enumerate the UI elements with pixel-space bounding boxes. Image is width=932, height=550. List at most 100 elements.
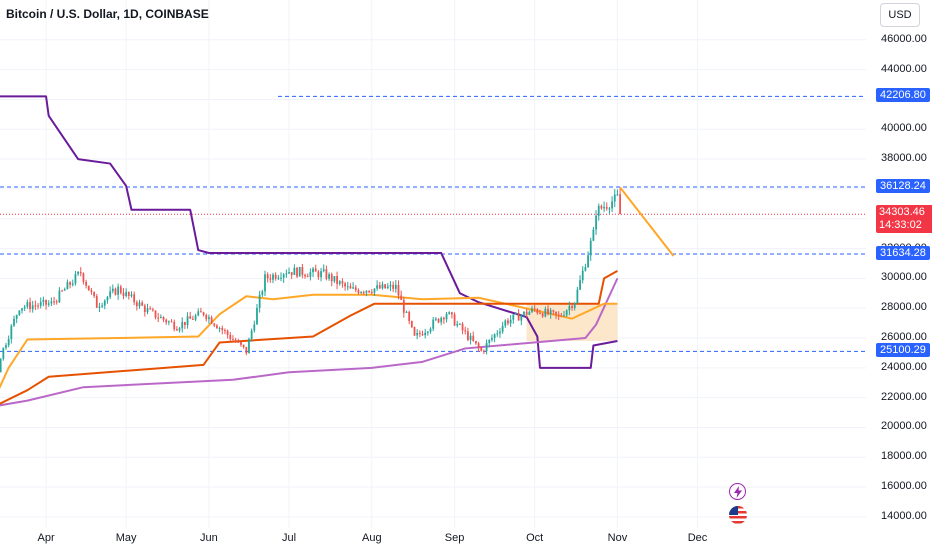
candle-body (365, 290, 368, 293)
candle-body (192, 318, 194, 320)
candle-body (240, 341, 242, 345)
candle-body (480, 347, 483, 351)
candle-body (421, 334, 424, 336)
candle-body (381, 284, 384, 289)
candle-body (523, 311, 525, 316)
y-tick-label: 20000.00 (881, 420, 927, 433)
x-tick-label: Jul (282, 532, 296, 544)
candle-body (450, 312, 453, 315)
candle-body (103, 300, 106, 306)
candle-body (400, 295, 403, 300)
candle-body (34, 305, 37, 307)
candle-body (547, 308, 549, 315)
candle-body (517, 312, 520, 321)
candle-body (595, 215, 597, 230)
candle-body (386, 286, 389, 289)
y-tick-label: 44000.00 (881, 62, 927, 75)
projection-line (619, 186, 675, 257)
candle-body (362, 292, 365, 294)
candle-body (515, 312, 517, 315)
candle-body (402, 299, 405, 313)
candle-body (501, 325, 504, 332)
candle-body (21, 308, 23, 311)
candle-body (146, 308, 149, 312)
currency-button[interactable]: USD (880, 3, 920, 27)
candle-body (589, 240, 592, 256)
candle-body (208, 317, 210, 320)
candle-body (285, 273, 288, 275)
candle-body (320, 271, 322, 278)
candle-body (15, 314, 18, 319)
candle-body (197, 311, 200, 316)
candle-body (456, 323, 459, 326)
candle-body (426, 331, 429, 333)
candle-body (7, 339, 10, 346)
candle-body (560, 315, 563, 317)
candle-body (314, 268, 317, 272)
candle-body (95, 295, 98, 308)
candle-body (603, 207, 605, 209)
candle-body (442, 317, 445, 320)
candle-body (256, 307, 258, 325)
y-tick-label: 24000.00 (881, 360, 927, 373)
candle-body (555, 311, 557, 315)
candle-body (63, 289, 66, 291)
chart-title: Bitcoin / U.S. Dollar, 1D, COINBASE (6, 7, 209, 21)
candle-body (119, 286, 122, 293)
candle-body (370, 292, 373, 294)
candle-body (45, 299, 47, 305)
candle-body (194, 315, 197, 320)
candle-body (597, 205, 600, 216)
candle-body (39, 302, 42, 306)
price-axis[interactable]: 46000.0044000.0042000.0040000.0038000.00… (868, 0, 932, 550)
candle-body (10, 325, 13, 340)
lightning-icon[interactable] (729, 483, 746, 500)
live-price-value: 34303.46 (879, 206, 925, 218)
y-tick-label: 14000.00 (881, 509, 927, 522)
candle-body (82, 273, 85, 282)
candle-body (434, 318, 437, 320)
candle-body (445, 313, 448, 320)
candle-body (600, 205, 603, 209)
y-tick-label: 30000.00 (881, 271, 927, 284)
indicator-line (0, 95, 618, 369)
candle-body (93, 291, 96, 296)
candle-body (154, 310, 157, 318)
candle-body (280, 277, 282, 279)
candle-body (167, 321, 170, 323)
candle-body (242, 344, 245, 347)
candle-body (170, 321, 173, 323)
candle-body (309, 272, 312, 277)
candle-body (272, 274, 274, 280)
candle-body (507, 320, 509, 324)
candle-body (469, 335, 472, 340)
candle-body (483, 350, 485, 352)
candle-body (50, 301, 53, 304)
candle-body (13, 318, 15, 326)
level-tag: 25100.29 (876, 343, 930, 358)
candle-body (213, 323, 216, 326)
candle-body (352, 287, 354, 289)
y-tick-label: 38000.00 (881, 152, 927, 165)
candle-body (357, 290, 360, 294)
candle-body (159, 316, 162, 319)
candle-body (109, 291, 112, 298)
candle-body (37, 305, 39, 307)
candle-body (509, 319, 512, 324)
us-flag-icon[interactable] (729, 506, 747, 524)
candle-body (592, 229, 595, 241)
candle-body (376, 285, 379, 289)
level-tag: 36128.24 (876, 178, 930, 193)
candle-body (261, 291, 264, 295)
x-tick-label: Dec (688, 532, 708, 544)
candle-body (512, 314, 515, 320)
y-tick-label: 40000.00 (881, 122, 927, 135)
x-tick-label: Nov (608, 532, 628, 544)
candle-body (528, 311, 531, 315)
candle-body (183, 321, 186, 326)
candle-body (322, 269, 325, 272)
candle-body (475, 340, 477, 344)
candle-body (525, 311, 528, 315)
candle-body (301, 266, 304, 275)
